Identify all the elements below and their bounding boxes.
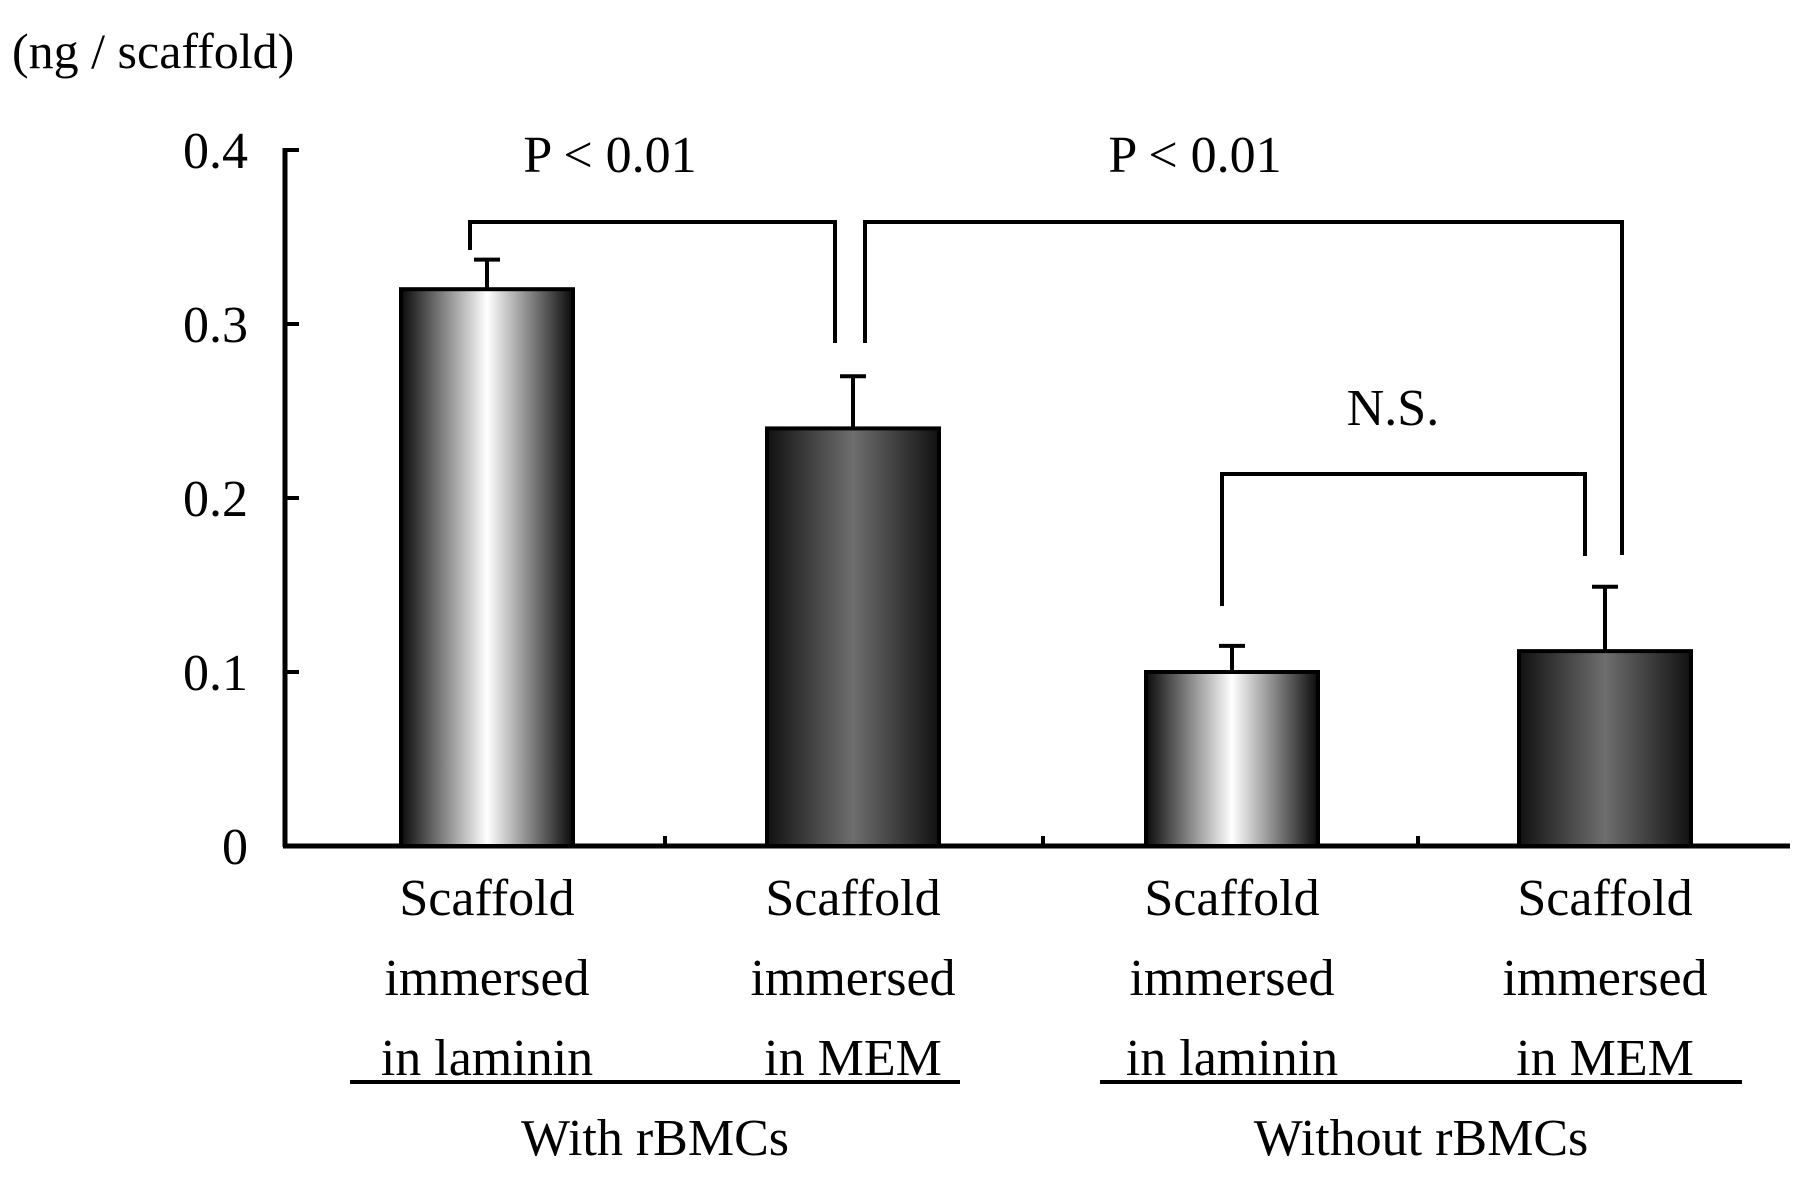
category-label-line: immersed (1129, 950, 1334, 1007)
category-label-line: Scaffold (1144, 870, 1319, 927)
bar-3 (1144, 670, 1320, 848)
group-label: With rBMCs (521, 1110, 789, 1167)
y-tick-label: 0.4 (183, 123, 248, 180)
category-label-line: immersed (1502, 950, 1707, 1007)
significance-bracket (863, 220, 1624, 555)
bar-2 (765, 426, 941, 848)
category-label-line: in laminin (1126, 1030, 1338, 1087)
category-label-line: immersed (750, 950, 955, 1007)
significance-bracket (468, 220, 837, 343)
y-tick-label: 0.2 (183, 471, 248, 528)
significance-label: N.S. (1347, 380, 1439, 437)
bar-4 (1517, 649, 1693, 848)
y-tick-label: 0 (222, 819, 248, 876)
category-label-line: in MEM (764, 1030, 942, 1087)
category-label-line: immersed (384, 950, 589, 1007)
category-label-line: Scaffold (765, 870, 940, 927)
significance-label: P < 0.01 (523, 127, 696, 184)
y-tick-label: 0.1 (183, 645, 248, 702)
bar-1 (399, 287, 575, 848)
y-tick-label: 0.3 (183, 297, 248, 354)
y-axis-label: (ng / scaffold) (12, 23, 294, 79)
category-label-line: in MEM (1516, 1030, 1694, 1087)
significance-label: P < 0.01 (1108, 127, 1281, 184)
category-label-line: in laminin (381, 1030, 593, 1087)
category-label-line: Scaffold (1517, 870, 1692, 927)
group-label: Without rBMCs (1254, 1110, 1589, 1167)
category-label-line: Scaffold (399, 870, 574, 927)
significance-bracket (1220, 472, 1587, 606)
